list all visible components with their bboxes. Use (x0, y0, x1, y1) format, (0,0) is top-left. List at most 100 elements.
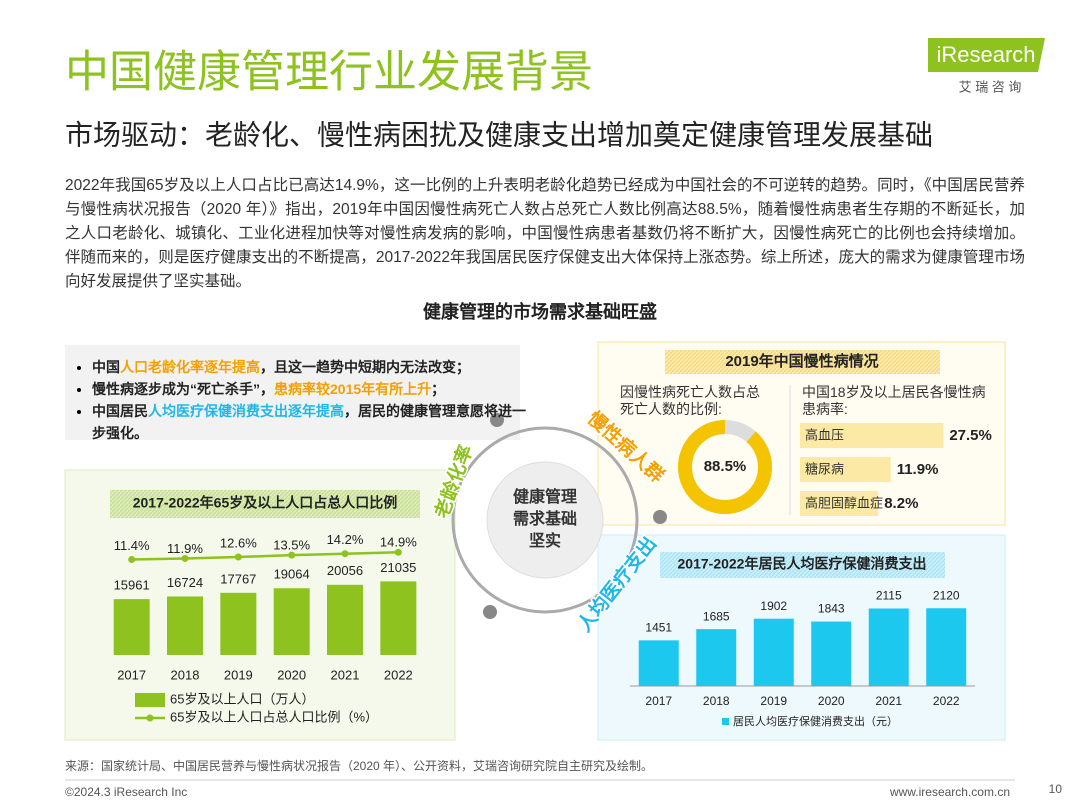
chronic-title: 2019年中国慢性病情况 (725, 352, 878, 370)
bar (868, 608, 909, 686)
bullet-box (65, 345, 520, 440)
x-tick-label: 2018 (703, 694, 730, 708)
x-tick-label: 2021 (875, 694, 902, 708)
value-label: 8.2% (884, 495, 918, 512)
legend-dot (146, 714, 154, 722)
value-label: 27.5% (949, 427, 992, 444)
bullet-part: ，居民的健康管理意愿将进一步强化。 (92, 403, 526, 441)
spend-title-box (660, 552, 945, 578)
bar (113, 599, 150, 655)
bullet: 中国居民人均医疗保健消费支出逐年提高，居民的健康管理意愿将进一步强化。 (92, 400, 532, 444)
point-label: 11.4% (114, 538, 150, 553)
copyright: ©2024.3 iResearch Inc (65, 785, 187, 799)
donut-slice (678, 420, 772, 514)
point (128, 555, 136, 563)
bar (380, 581, 417, 655)
x-tick-label: 2019 (224, 667, 253, 682)
hbar (800, 491, 879, 516)
x-tick-label: 2022 (933, 694, 960, 708)
x-tick-label: 2022 (384, 667, 413, 682)
legend-label: 居民人均医疗保健消费支出（元） (733, 714, 898, 728)
center-circle (486, 461, 604, 579)
bar-label: 15961 (114, 578, 150, 593)
bullet-part: 中国 (92, 359, 120, 375)
value-label: 11.9% (897, 461, 939, 478)
ring-dot (483, 605, 497, 619)
subtitle: 市场驱动：老龄化、慢性病困扰及健康支出增加奠定健康管理发展基础 (65, 119, 933, 150)
bullet-part: 患病率较2015年有所上升 (274, 381, 432, 397)
hbar (800, 457, 891, 482)
bullet: 中国人口老龄化率逐年提高，且这一趋势中短期内无法改变； (92, 356, 532, 378)
x-tick-label: 2020 (277, 667, 306, 682)
bar-label: 1451 (645, 621, 672, 635)
chart-title: 2017-2022年65岁及以上人口占总人口比例 (133, 495, 398, 511)
bar (273, 588, 310, 655)
ring (451, 426, 639, 614)
bar (638, 640, 679, 686)
ring-dot (490, 413, 504, 427)
point (288, 551, 296, 559)
line (131, 551, 399, 561)
bullets: 中国人口老龄化率逐年提高，且这一趋势中短期内无法改变； 慢性病逐步成为“死亡杀手”… (70, 356, 532, 444)
point (234, 553, 242, 561)
legend-swatch (135, 693, 165, 707)
bar-label: 2115 (876, 589, 902, 603)
bullet-part: 人均医疗保健消费支出逐年提高 (148, 403, 344, 419)
logo-box (928, 38, 1045, 72)
center-label: 坚实 (529, 531, 561, 550)
center-label: 需求基础 (513, 509, 577, 528)
category-label: 高胆固醇血症 (805, 495, 883, 510)
bullet-part: 慢性病逐步成为“死亡杀手”， (92, 381, 274, 397)
center-label: 健康管理 (513, 487, 577, 506)
intro: 2022年我国65岁及以上人口占比已高达14.9%，这一比例的上升表明老龄化趋势… (65, 177, 1025, 290)
bar-label: 2120 (933, 588, 960, 602)
category-label: 高血压 (805, 427, 844, 442)
bar-label: 1843 (818, 602, 845, 616)
bar-label: 17767 (220, 571, 256, 586)
x-tick-label: 2017 (645, 694, 672, 708)
point (341, 550, 349, 558)
x-tick-label: 2020 (818, 694, 845, 708)
point (394, 548, 402, 556)
point-label: 14.9% (380, 535, 417, 550)
logo: iResearch (936, 42, 1035, 67)
chart-title: 因慢性病死亡人数占总死亡人数的比例: (620, 384, 760, 417)
bar-label: 19064 (274, 567, 310, 582)
bar (811, 621, 852, 686)
bullet-part: 中国居民 (92, 403, 148, 419)
hbar (800, 423, 944, 448)
legend-swatch (722, 718, 729, 725)
bullet-part: ，且这一趋势中短期内无法改变； (260, 359, 470, 375)
bar (696, 629, 737, 686)
x-tick-label: 2017 (117, 667, 146, 682)
bullet-part: 人口老龄化率逐年提高 (120, 359, 260, 375)
chronic-title-box (665, 350, 940, 374)
age-title-box (110, 490, 420, 518)
bar (753, 618, 794, 686)
ring-dot (653, 510, 667, 524)
bullet-part: ； (431, 381, 446, 397)
bar (327, 584, 363, 655)
logo-sub: 艾 瑞 咨 询 (959, 79, 1022, 94)
point-label: 14.2% (327, 532, 364, 547)
section-title: 健康管理的市场需求基础旺盛 (423, 301, 657, 322)
bar (926, 608, 967, 686)
point (181, 554, 189, 562)
x-tick-label: 2019 (760, 694, 787, 708)
category-label: 糖尿病 (805, 461, 844, 476)
bar-label: 21035 (380, 560, 416, 575)
donut-label: 88.5% (704, 458, 747, 475)
bar-label: 1902 (760, 599, 787, 613)
point-label: 13.5% (273, 538, 310, 553)
url: www.iresearch.com.cn (889, 785, 1010, 799)
bar (167, 596, 203, 655)
title: 中国健康管理行业发展背景 (65, 48, 593, 97)
bar-label: 20056 (327, 563, 363, 578)
x-tick-label: 2018 (171, 667, 200, 682)
point-label: 12.6% (220, 535, 257, 550)
legend-label: 65岁及以上人口（万人） (170, 691, 314, 706)
bar-label: 1685 (703, 609, 730, 623)
page-number: 10 (1049, 782, 1063, 796)
chart-title: 中国18岁及以上居民各慢性病患病率: (802, 384, 986, 417)
